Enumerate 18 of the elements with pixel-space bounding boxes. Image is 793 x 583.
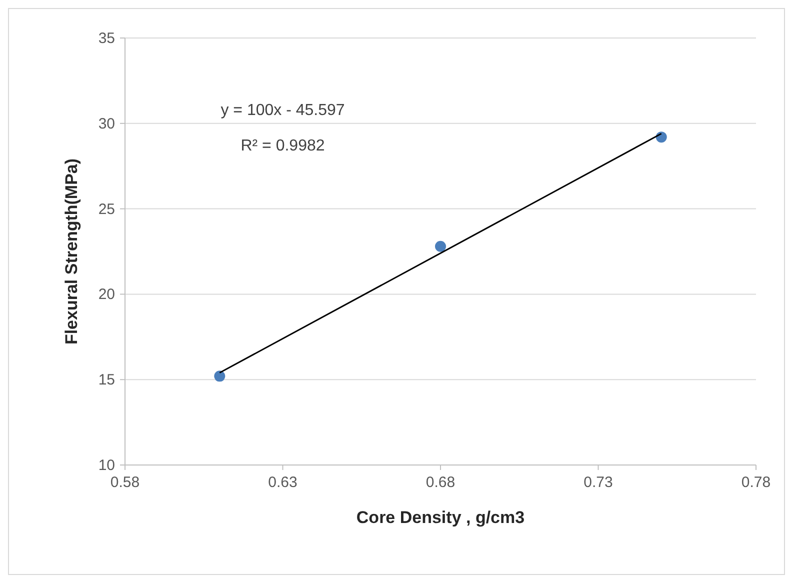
x-tick-label: 0.68	[426, 474, 456, 491]
annotation: y = 100x - 45.597	[220, 102, 345, 119]
x-axis-title: Core Density , g/cm3	[356, 508, 525, 527]
y-tick-label: 25	[98, 200, 115, 218]
x-tick-label: 0.63	[268, 474, 298, 491]
y-tick-label: 10	[98, 457, 115, 474]
y-tick-label: 20	[98, 286, 115, 304]
y-tick-label: 30	[98, 115, 115, 132]
x-tick-label: 0.73	[584, 474, 613, 491]
point	[214, 370, 226, 382]
y-axis-title: Flexural Strength(MPa)	[62, 158, 81, 345]
x-tick-label: 0.78	[741, 474, 771, 491]
y-tick-label: 35	[98, 30, 115, 47]
annotation: R² = 0.9982	[240, 138, 325, 155]
x-tick-label: 0.58	[110, 474, 140, 491]
y-tick-label: 15	[98, 372, 115, 389]
point	[435, 240, 446, 252]
point	[656, 132, 667, 143]
